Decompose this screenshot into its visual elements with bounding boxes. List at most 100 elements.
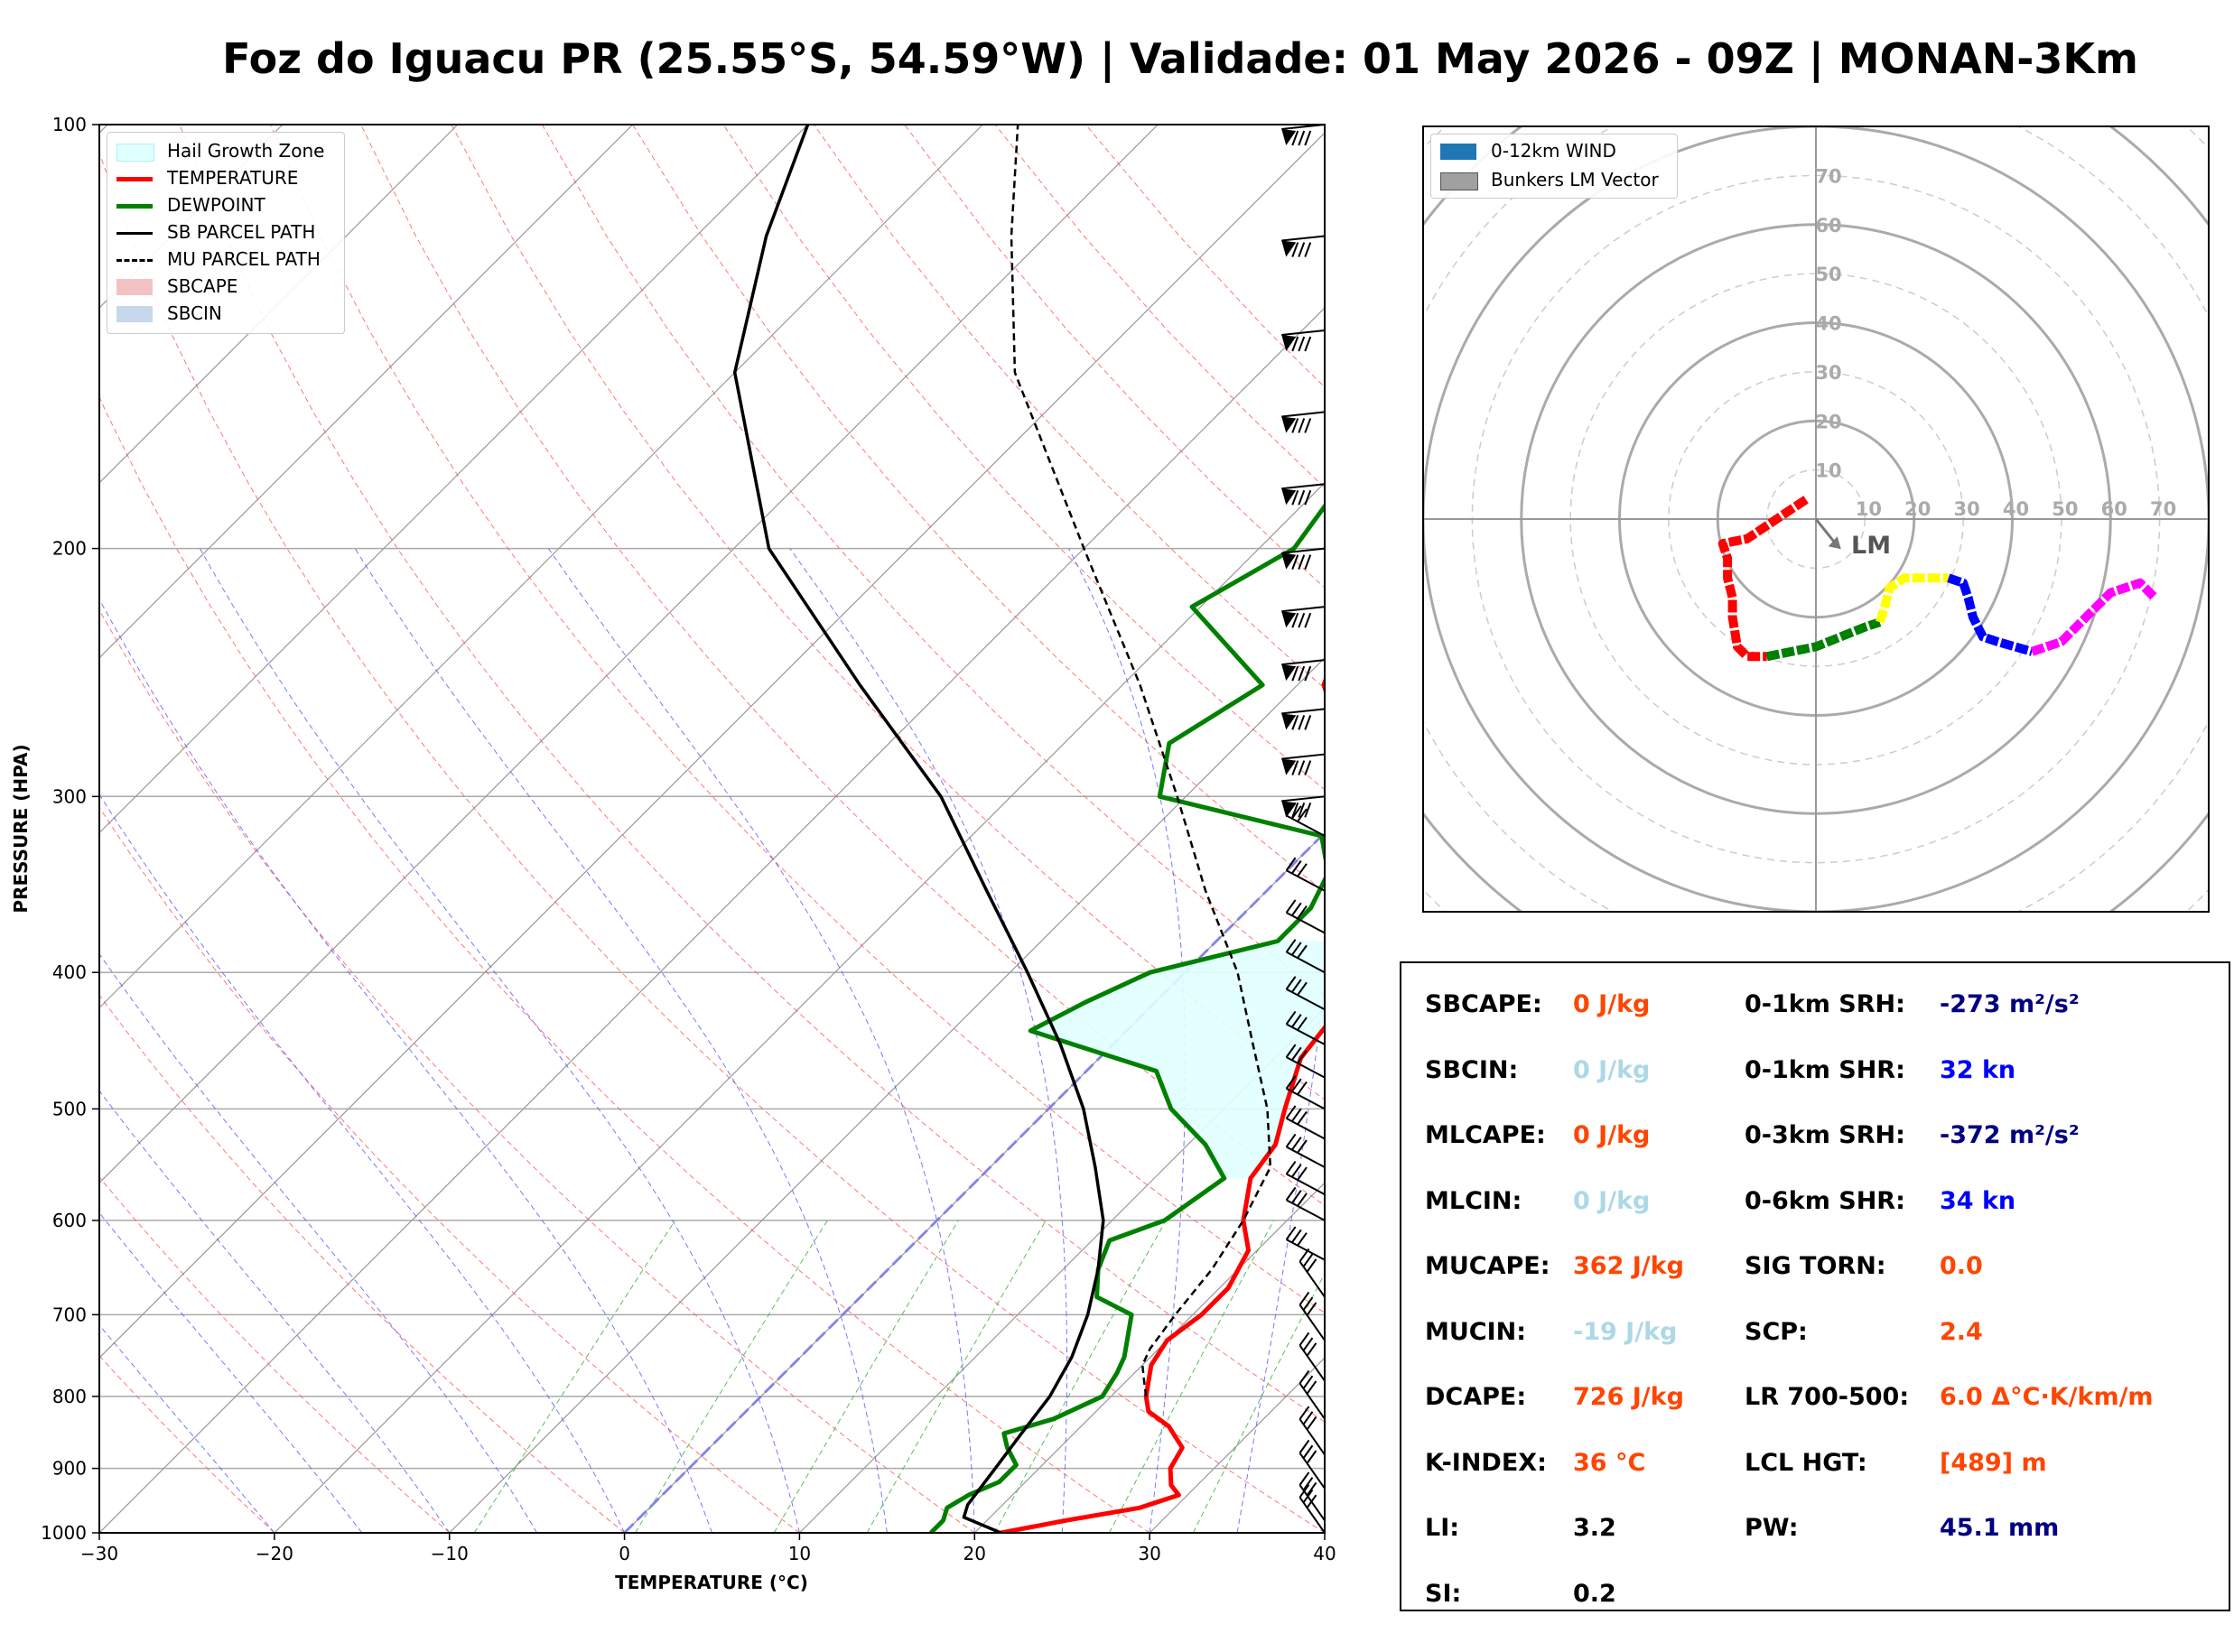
wind-barb-flag (1299, 1369, 1310, 1385)
wind-barb-flag (1298, 242, 1306, 257)
mixing-ratio-line (994, 1220, 1167, 1533)
param-value: 45.1 mm (1940, 1514, 2060, 1542)
wind-barb-flag (1290, 942, 1302, 956)
wind-barb-flag (1291, 489, 1299, 506)
param-value: 0.2 (1573, 1579, 1616, 1608)
pressure-tick-label: 100 (52, 114, 87, 135)
wind-barb (1281, 659, 1326, 682)
wind-barb (1299, 1439, 1326, 1490)
wind-barb-flag (1297, 1081, 1308, 1096)
wind-barb-flag (1298, 130, 1306, 146)
wind-barb-flag (1297, 1166, 1308, 1181)
wind-barb-flag (1297, 1110, 1308, 1126)
pressure-tick-label: 500 (52, 1098, 87, 1119)
wind-barb-flag (1302, 1253, 1314, 1267)
wind-barb (1285, 1160, 1326, 1195)
temperature-tick-label: −20 (256, 1543, 293, 1564)
wind-barb-flag (1290, 859, 1302, 875)
wind-barb-shaft (1299, 1452, 1326, 1490)
wind-barb-flag (1298, 336, 1306, 352)
wind-barb (1285, 899, 1326, 934)
skewt-plot-area (98, 124, 1326, 1534)
wind-barb-flag (1298, 665, 1306, 682)
wind-barb-shaft (1281, 606, 1326, 613)
parameters-panel: SBCAPE: 0 J/kg SBCIN: 0 J/kg MLCAPE: 0 J/kg ML… (1400, 961, 2230, 1611)
wind-barb-flag (1304, 612, 1312, 628)
pressure-tick-label: 600 (52, 1210, 87, 1231)
dry-adiabat (541, 125, 1325, 997)
wind-barb (1285, 976, 1326, 1011)
wind-barb (1299, 1291, 1326, 1341)
hodograph-ring-label: 60 (2101, 498, 2127, 520)
wind-barb (1285, 802, 1326, 837)
wind-barb-flag (1306, 1450, 1317, 1464)
dry-adiabat (179, 125, 1325, 1423)
hodograph-ring-label: 10 (1856, 498, 1882, 520)
wind-barb (1281, 329, 1326, 352)
wind-barb-flag (1297, 1050, 1308, 1064)
wind-barb-shaft (1299, 1344, 1326, 1382)
pressure-tick-label: 1000 (41, 1522, 87, 1544)
wind-barb-pennant (1281, 552, 1297, 570)
isotherm (99, 125, 983, 1009)
wind-barb-flag (1291, 760, 1299, 775)
skewt-legend: Hail Growth Zone TEMPERATURE DEWPOINT SB… (107, 132, 345, 334)
wind-barb-flag (1306, 1481, 1317, 1497)
wind-barb (1285, 857, 1326, 892)
param-value: 0 J/kg (1573, 1121, 1651, 1149)
wind-barb-flag (1291, 554, 1299, 570)
isotherm (274, 482, 1325, 1533)
param-label: 0-6km SHR: (1745, 1186, 1905, 1215)
wind-barb-flag (1298, 802, 1306, 818)
moist-adiabat (99, 794, 626, 1533)
wind-barb (1285, 1226, 1326, 1261)
wind-barb-flag (1291, 612, 1299, 628)
pressure-tick-label: 300 (52, 785, 87, 807)
param-label: 0-3km SRH: (1745, 1121, 1905, 1149)
wind-barb-flag (1290, 1229, 1302, 1243)
wind-barb-flag (1285, 939, 1297, 953)
wind-barb-flag (1297, 1016, 1308, 1031)
wind-barb-flag (1306, 1342, 1317, 1357)
wind-barb-flag (1291, 665, 1299, 682)
param-value: 0 J/kg (1573, 990, 1651, 1018)
param-value: 6.0 Δ°C·K/km/m (1940, 1383, 2154, 1411)
moist-adiabat (199, 548, 800, 1533)
wind-barb (1281, 753, 1326, 775)
wind-barb (1285, 1010, 1326, 1045)
dry-adiabat (99, 152, 1325, 1533)
wind-barb-flag (1290, 1078, 1302, 1092)
wind-barb-flag (1291, 130, 1299, 146)
bunkers-lm-arrowhead (1828, 536, 1841, 550)
mixing-ratio-line (473, 1220, 676, 1533)
dry-adiabat (99, 1176, 451, 1533)
param-label: LI: (1425, 1514, 1460, 1542)
wind-barb-flag (1297, 981, 1308, 996)
param-value: 3.2 (1573, 1514, 1616, 1542)
wind-barb-flag (1285, 1186, 1297, 1201)
wind-barb (1285, 1186, 1326, 1221)
wind-barb-flag (1304, 130, 1312, 146)
param-value: 726 J/kg (1573, 1383, 1684, 1411)
pressure-tick-label: 800 (52, 1386, 87, 1407)
hodograph-ring-label: 20 (1904, 498, 1931, 520)
param-label: SI: (1425, 1579, 1462, 1608)
wind-barb-flag (1290, 902, 1302, 916)
wind-barb-flag (1299, 1406, 1310, 1420)
param-label: MUCIN: (1425, 1317, 1527, 1346)
pressure-tick-label: 700 (52, 1304, 87, 1325)
param-value: 0.0 (1940, 1252, 1983, 1280)
wind-barb (1299, 1248, 1326, 1298)
wind-barb (1281, 606, 1326, 628)
wind-barb-flag (1304, 760, 1312, 775)
mixing-ratio-line (773, 1220, 959, 1533)
wind-barb-flag (1298, 418, 1306, 433)
param-value: 36 °C (1573, 1448, 1646, 1477)
param-label: PW: (1745, 1514, 1799, 1542)
wind-barb-flag (1302, 1477, 1314, 1491)
temperature-tick-label: −30 (80, 1543, 118, 1564)
wind-barb-pennant (1281, 758, 1297, 775)
wind-barb-shaft (1299, 1418, 1326, 1455)
wind-barb-pennant (1281, 129, 1297, 146)
